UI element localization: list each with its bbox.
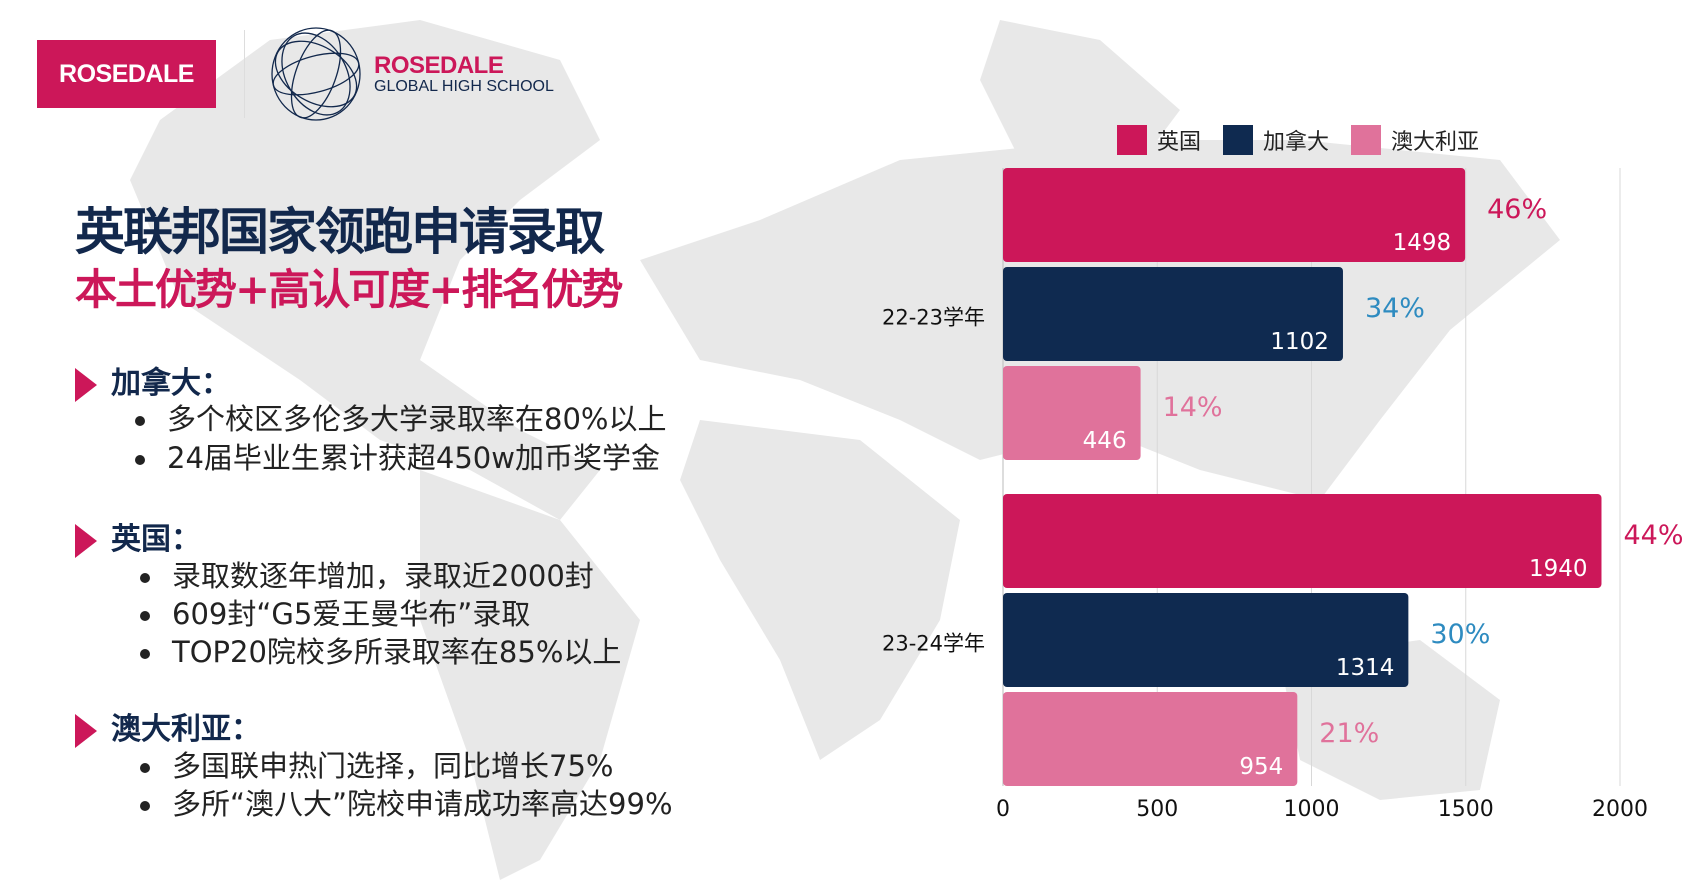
section-heading-uk: 英国： bbox=[75, 514, 201, 558]
legend-swatch bbox=[1223, 125, 1254, 155]
bar bbox=[1003, 494, 1602, 588]
legend-label: 加拿大 bbox=[1263, 130, 1330, 155]
bar bbox=[1003, 593, 1409, 687]
bullet-item: 录取数逐年增加，录取近2000封 bbox=[140, 553, 594, 595]
bar-value-label: 954 bbox=[1239, 754, 1283, 780]
bullet-item: TOP20院校多所录取率在85%以上 bbox=[140, 629, 621, 671]
bar bbox=[1003, 267, 1343, 361]
bar-value-label: 1940 bbox=[1529, 556, 1588, 582]
percent-label: 44% bbox=[1623, 520, 1683, 551]
bar bbox=[1003, 168, 1466, 262]
legend-item-australia: 澳大利亚 bbox=[1351, 124, 1479, 156]
legend-label: 英国 bbox=[1157, 130, 1202, 155]
x-tick-label: 1500 bbox=[1438, 797, 1494, 822]
bullet-item: 24届毕业生累计获超450w加币奖学金 bbox=[135, 435, 660, 477]
x-tick-label: 500 bbox=[1136, 797, 1178, 822]
bar-value-label: 1102 bbox=[1270, 329, 1329, 355]
triangle-bullet-icon bbox=[75, 713, 97, 748]
chart-legend: 英国 加拿大 澳大利亚 bbox=[1117, 124, 1479, 156]
legend-swatch bbox=[1117, 125, 1147, 155]
section-heading-text: 澳大利亚： bbox=[111, 712, 261, 747]
x-tick-label: 1000 bbox=[1284, 797, 1340, 822]
bar bbox=[1003, 692, 1298, 786]
percent-label: 46% bbox=[1487, 194, 1547, 225]
legend-swatch bbox=[1351, 125, 1382, 155]
percent-label: 34% bbox=[1365, 293, 1425, 324]
bar-value-label: 1314 bbox=[1336, 655, 1395, 681]
page-subtitle: 本土优势+高认可度+排名优势 bbox=[75, 265, 623, 314]
brand-name: ROSEDALE bbox=[374, 52, 504, 79]
percent-label: 30% bbox=[1430, 619, 1490, 650]
triangle-bullet-icon bbox=[75, 367, 97, 402]
bullet-item: 多个校区多伦多大学录取率在80%以上 bbox=[135, 396, 666, 438]
legend-label: 澳大利亚 bbox=[1391, 130, 1480, 155]
bar bbox=[1003, 366, 1141, 460]
x-tick-label: 0 bbox=[996, 797, 1010, 822]
rosedale-logo-box: ROSEDALE bbox=[37, 40, 216, 108]
legend-item-uk: 英国 bbox=[1117, 124, 1201, 156]
brand-subtitle: GLOBAL HIGH SCHOOL bbox=[374, 78, 554, 95]
bar-value-label: 1498 bbox=[1393, 230, 1452, 256]
bullet-item: 多所“澳八大”院校申请成功率高达99% bbox=[140, 781, 673, 823]
x-tick-label: 2000 bbox=[1592, 797, 1648, 822]
bullet-item: 多国联申热门选择，同比增长75% bbox=[140, 743, 613, 785]
globe-logo-icon bbox=[271, 27, 361, 121]
percent-label: 14% bbox=[1163, 392, 1223, 423]
percent-label: 21% bbox=[1319, 718, 1379, 749]
page-title: 英联邦国家领跑申请录取 bbox=[75, 202, 605, 261]
category-label: 23-24学年 bbox=[882, 632, 985, 656]
section-heading-australia: 澳大利亚： bbox=[75, 704, 261, 748]
bar-value-label: 446 bbox=[1083, 428, 1127, 454]
section-heading-text: 英国： bbox=[111, 522, 201, 557]
triangle-bullet-icon bbox=[75, 523, 97, 558]
legend-item-canada: 加拿大 bbox=[1223, 124, 1329, 156]
logo-divider bbox=[244, 30, 245, 118]
bullet-item: 609封“G5爱王曼华布”录取 bbox=[140, 591, 530, 633]
category-label: 22-23学年 bbox=[882, 306, 985, 330]
